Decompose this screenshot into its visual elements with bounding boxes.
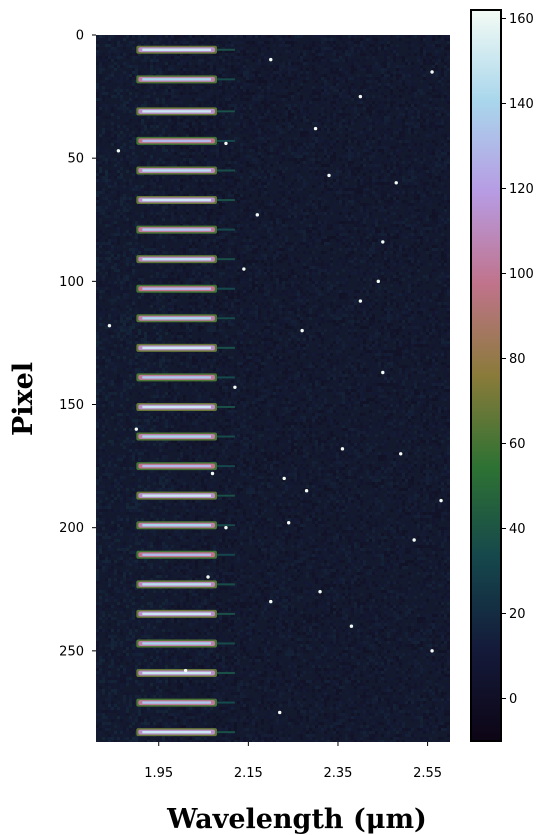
hot-pixel: [430, 649, 434, 653]
hot-pixel: [255, 213, 260, 217]
y-tick-label: 50: [67, 152, 84, 167]
spectral-trace: [136, 107, 235, 116]
colorbar-tick-label: 20: [509, 607, 526, 622]
hot-pixel: [233, 385, 237, 389]
spectral-trace: [136, 255, 235, 264]
colorbar-ticks: 0 20 40 60 80 100 120 140 160: [501, 12, 534, 707]
spectral-trace: [136, 196, 235, 205]
colorbar-tick-label: 80: [509, 352, 526, 367]
hot-pixel: [381, 240, 385, 244]
heatmap-plot: [96, 35, 450, 742]
hot-pixel: [269, 57, 273, 62]
hot-pixel: [399, 452, 403, 456]
x-axis-title: Wavelength (μm): [166, 804, 427, 835]
spectral-trace: [136, 373, 235, 382]
spectral-trace: [136, 521, 235, 530]
colorbar: 0 20 40 60 80 100 120 140 160: [470, 9, 534, 742]
spectral-trace: [136, 580, 235, 589]
hot-pixel: [381, 370, 385, 375]
y-tick-label: 100: [59, 275, 84, 290]
hot-pixel: [318, 590, 322, 594]
spectral-trace: [136, 698, 235, 707]
hot-pixel: [412, 538, 416, 542]
colorbar-tick-label: 60: [509, 437, 526, 452]
spectral-trace: [136, 343, 235, 352]
spectral-trace: [136, 225, 235, 234]
y-tick-label: 150: [59, 398, 84, 413]
hot-pixel: [269, 599, 273, 604]
hot-pixel: [358, 299, 363, 303]
colorbar-tick-label: 140: [509, 97, 534, 112]
hot-pixel: [349, 624, 354, 628]
colorbar-tick-label: 100: [509, 267, 534, 282]
spectral-trace: [136, 284, 235, 293]
spectral-traces: [136, 45, 235, 737]
hot-pixel: [116, 149, 121, 153]
colorbar-frame: [470, 9, 502, 742]
hot-pixel: [304, 489, 309, 493]
colorbar-tick-label: 120: [509, 182, 534, 197]
spectral-trace: [136, 402, 235, 411]
y-tick-label: 0: [76, 29, 84, 44]
spectral-trace: [136, 75, 235, 84]
hot-pixel: [313, 126, 318, 131]
spectral-trace: [136, 45, 235, 54]
colorbar-fill: [471, 10, 501, 741]
x-tick-label: 2.15: [234, 766, 263, 781]
x-tick-label: 2.35: [323, 766, 352, 781]
x-tick-label: 2.55: [413, 766, 442, 781]
y-tick-label: 200: [59, 521, 84, 536]
spectral-trace: [136, 669, 235, 678]
spectral-trace: [136, 550, 235, 559]
hot-pixel: [327, 173, 331, 178]
hot-pixel: [358, 94, 363, 99]
hot-pixel: [134, 427, 139, 431]
hot-pixel: [224, 141, 228, 146]
hot-pixel: [439, 498, 443, 503]
hot-pixel: [224, 525, 228, 530]
spectral-trace: [136, 462, 235, 471]
hot-pixel: [107, 323, 112, 328]
spectral-trace: [136, 166, 235, 175]
hot-pixel: [278, 710, 282, 715]
hot-pixel: [183, 668, 188, 673]
spectral-trace: [136, 432, 235, 441]
y-axis-title: Pixel: [8, 362, 39, 436]
hot-pixel: [376, 279, 381, 284]
hot-pixel: [242, 267, 246, 271]
hot-pixel: [300, 328, 304, 333]
colorbar-tick-label: 40: [509, 522, 526, 537]
hot-pixels: [107, 57, 443, 715]
y-tick-label: 250: [59, 644, 84, 659]
spectral-trace: [136, 491, 235, 500]
x-axis-ticks: 1.95 2.15 2.35 2.55: [144, 742, 442, 781]
hot-pixel: [340, 447, 345, 451]
hot-pixel: [282, 476, 286, 481]
y-axis-ticks: 0 50 100 150 200 250: [59, 29, 96, 659]
colorbar-tick-label: 160: [509, 12, 534, 27]
x-tick-label: 1.95: [144, 766, 173, 781]
spectral-trace: [136, 639, 235, 648]
hot-pixel: [210, 471, 215, 476]
hot-pixel: [206, 575, 210, 579]
spectral-trace: [136, 314, 235, 323]
spectral-trace: [136, 136, 235, 145]
hot-pixel: [286, 521, 291, 525]
spectral-trace: [136, 728, 235, 737]
hot-pixel: [430, 70, 434, 74]
spectral-trace: [136, 609, 235, 618]
colorbar-tick-label: 0: [509, 692, 517, 707]
hot-pixel: [394, 181, 398, 185]
